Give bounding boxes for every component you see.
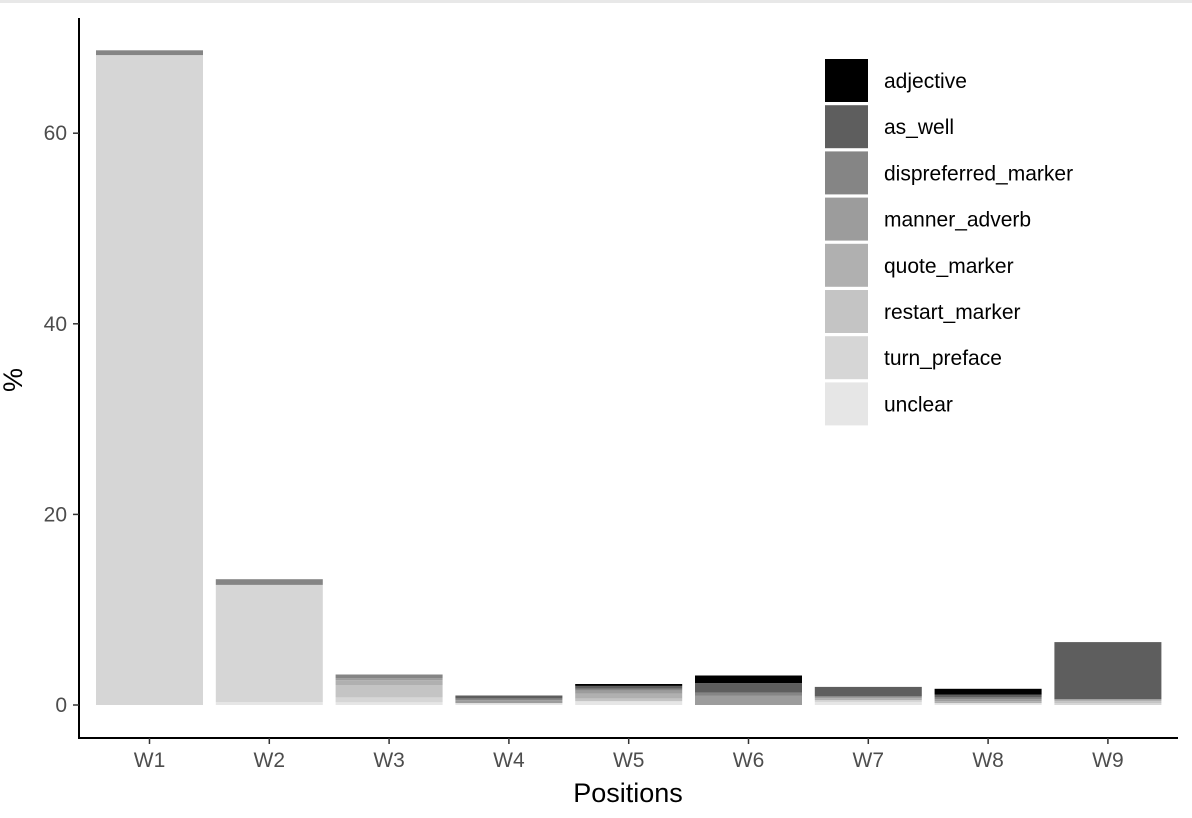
bar-segment-w3-turn-preface bbox=[335, 697, 443, 703]
x-tick-label-w2: W2 bbox=[254, 749, 286, 772]
bar-segment-w2-turn-preface bbox=[215, 584, 323, 703]
bar-segment-w3-restart-marker bbox=[335, 685, 443, 698]
x-axis-title: Positions bbox=[573, 778, 683, 808]
bar-segment-w9-turn-preface bbox=[1054, 703, 1162, 705]
bar-segment-w8-unclear bbox=[934, 703, 1042, 705]
bar-segment-w8-manner-adverb bbox=[934, 699, 1042, 702]
bar-segment-w8-as-well bbox=[934, 694, 1042, 698]
y-tick-label-0: 0 bbox=[55, 694, 67, 717]
bar-segment-w7-unclear bbox=[814, 702, 922, 705]
bar-segment-w2-dispreferred-marker bbox=[215, 579, 323, 585]
y-tick-label-20: 20 bbox=[44, 503, 67, 526]
legend-key-unclear bbox=[825, 382, 868, 426]
legend-key-adjective bbox=[825, 59, 868, 102]
legend-label-dispreferred-marker: dispreferred_marker bbox=[884, 162, 1073, 185]
legend-key-quote-marker bbox=[825, 243, 868, 287]
bar-segment-w7-as-well bbox=[814, 686, 922, 697]
x-tick-label-w4: W4 bbox=[493, 749, 525, 772]
x-tick-label-w3: W3 bbox=[373, 749, 405, 772]
legend-key-turn-preface bbox=[825, 336, 868, 380]
bar-segment-w7-turn-preface bbox=[814, 700, 922, 703]
bar-segment-w3-unclear bbox=[335, 702, 443, 705]
bar-segment-w6-adjective bbox=[695, 675, 802, 684]
bars-layer bbox=[96, 50, 1162, 706]
y-tick-label-40: 40 bbox=[44, 313, 67, 336]
legend-label-turn-preface: turn_preface bbox=[884, 347, 1002, 370]
axes-layer: 0 20 40 60 W1 W2 W3 W4 W5 W6 W7 W8 W9 bbox=[44, 18, 1178, 772]
bar-segment-w1-turn-preface bbox=[96, 55, 203, 706]
legend-key-manner-adverb bbox=[825, 197, 868, 241]
bar-segment-w6-as-well bbox=[695, 683, 802, 693]
bar-segment-w4-unclear bbox=[455, 703, 563, 705]
bar-segment-w8-dispreferred-marker bbox=[934, 697, 1042, 700]
bar-segment-w1-dispreferred-marker bbox=[96, 50, 203, 56]
bar-segment-w2-unclear bbox=[215, 702, 323, 705]
x-tick-label-w6: W6 bbox=[733, 749, 765, 772]
bar-segment-w6-manner-adverb bbox=[695, 695, 802, 705]
bar-segment-w5-dispreferred-marker bbox=[575, 688, 683, 691]
legend-key-as-well bbox=[825, 105, 868, 149]
bar-segment-w4-dispreferred-marker bbox=[455, 698, 563, 701]
bar-segment-w4-manner-adverb bbox=[455, 700, 563, 704]
legend-label-adjective: adjective bbox=[884, 70, 967, 93]
bar-segment-w3-manner-adverb bbox=[335, 678, 443, 681]
x-tick-label-w8: W8 bbox=[972, 749, 1004, 772]
bar-segment-w3-quote-marker bbox=[335, 680, 443, 685]
x-tick-label-w7: W7 bbox=[853, 749, 885, 772]
top-border bbox=[0, 0, 1192, 3]
bar-segment-w5-adjective bbox=[575, 684, 683, 686]
legend-label-quote-marker: quote_marker bbox=[884, 255, 1014, 278]
legend-label-manner-adverb: manner_adverb bbox=[884, 209, 1031, 232]
bar-segment-w5-quote-marker bbox=[575, 693, 683, 699]
bar-segment-w5-unclear bbox=[575, 701, 683, 705]
legend-label-restart-marker: restart_marker bbox=[884, 301, 1021, 324]
legend-label-unclear: unclear bbox=[884, 393, 953, 416]
legend-label-as-well: as_well bbox=[884, 116, 954, 139]
bar-segment-w4-as-well bbox=[455, 695, 563, 699]
bar-segment-w9-as-well bbox=[1054, 642, 1162, 700]
bar-segment-w5-manner-adverb bbox=[575, 690, 683, 694]
bar-segment-w8-quote-marker bbox=[934, 701, 1042, 704]
legend-key-restart-marker bbox=[825, 290, 868, 333]
bar-segment-w7-manner-adverb bbox=[814, 696, 922, 699]
x-tick-label-w9: W9 bbox=[1092, 749, 1124, 772]
bar-segment-w3-dispreferred-marker bbox=[335, 674, 443, 679]
x-tick-label-w1: W1 bbox=[134, 749, 166, 772]
bar-segment-w5-restart-marker bbox=[575, 698, 683, 702]
bar-segment-w9-restart-marker bbox=[1054, 701, 1162, 704]
legend-key-dispreferred-marker bbox=[825, 151, 868, 195]
bar-segment-w6-dispreferred-marker bbox=[695, 692, 802, 696]
legend: adjective as_well dispreferred_markermanne… bbox=[825, 59, 1073, 426]
bar-segment-w7-quote-marker bbox=[814, 698, 922, 701]
y-axis-title: % bbox=[0, 368, 28, 392]
y-tick-label-60: 60 bbox=[44, 122, 67, 145]
bar-segment-w9-quote-marker bbox=[1054, 699, 1162, 702]
x-tick-label-w5: W5 bbox=[613, 749, 645, 772]
bar-segment-w8-adjective bbox=[934, 688, 1042, 695]
bar-segment-w5-as-well bbox=[575, 685, 683, 689]
